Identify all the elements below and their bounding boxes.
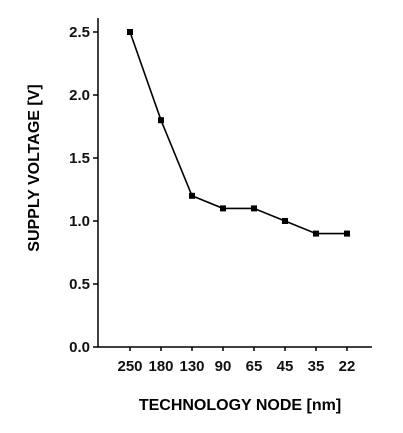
data-point-marker — [344, 230, 350, 237]
y-tick-label: 0.5 — [69, 276, 90, 293]
data-point-marker — [282, 218, 288, 224]
data-point-marker — [127, 29, 133, 35]
x-tick-label: 250 — [117, 358, 142, 375]
x-axis-title: TECHNOLOGY NODE [nm] — [139, 397, 341, 414]
data-point-marker — [189, 192, 195, 199]
data-point-marker — [313, 230, 319, 237]
x-tick-label: 45 — [277, 358, 294, 375]
axes — [97, 18, 372, 348]
x-tick-label: 180 — [148, 358, 173, 375]
data-point-marker — [158, 117, 164, 124]
series-line — [129, 31, 347, 235]
series-layer — [127, 29, 350, 237]
y-axis-title: SUPPLY VOLTAGE [V] — [26, 84, 43, 251]
y-ticks: 0.0 0.5 1.0 1.5 2.0 2.5 — [69, 24, 98, 356]
y-tick-label: 2.5 — [69, 24, 90, 41]
y-tick-label: 0.0 — [69, 339, 90, 356]
y-tick-label: 1.0 — [69, 213, 90, 230]
y-tick-label: 2.0 — [69, 87, 90, 104]
x-tick-label: 22 — [339, 358, 356, 375]
x-tick-label: 65 — [246, 358, 263, 375]
data-point-marker — [251, 205, 257, 212]
x-tick-label: 130 — [179, 358, 204, 375]
x-tick-label: 35 — [308, 358, 325, 375]
x-ticks: 250 180 130 90 65 45 35 22 — [117, 347, 355, 375]
x-tick-label: 90 — [215, 358, 232, 375]
data-point-marker — [220, 205, 226, 212]
y-tick-label: 1.5 — [69, 150, 90, 167]
